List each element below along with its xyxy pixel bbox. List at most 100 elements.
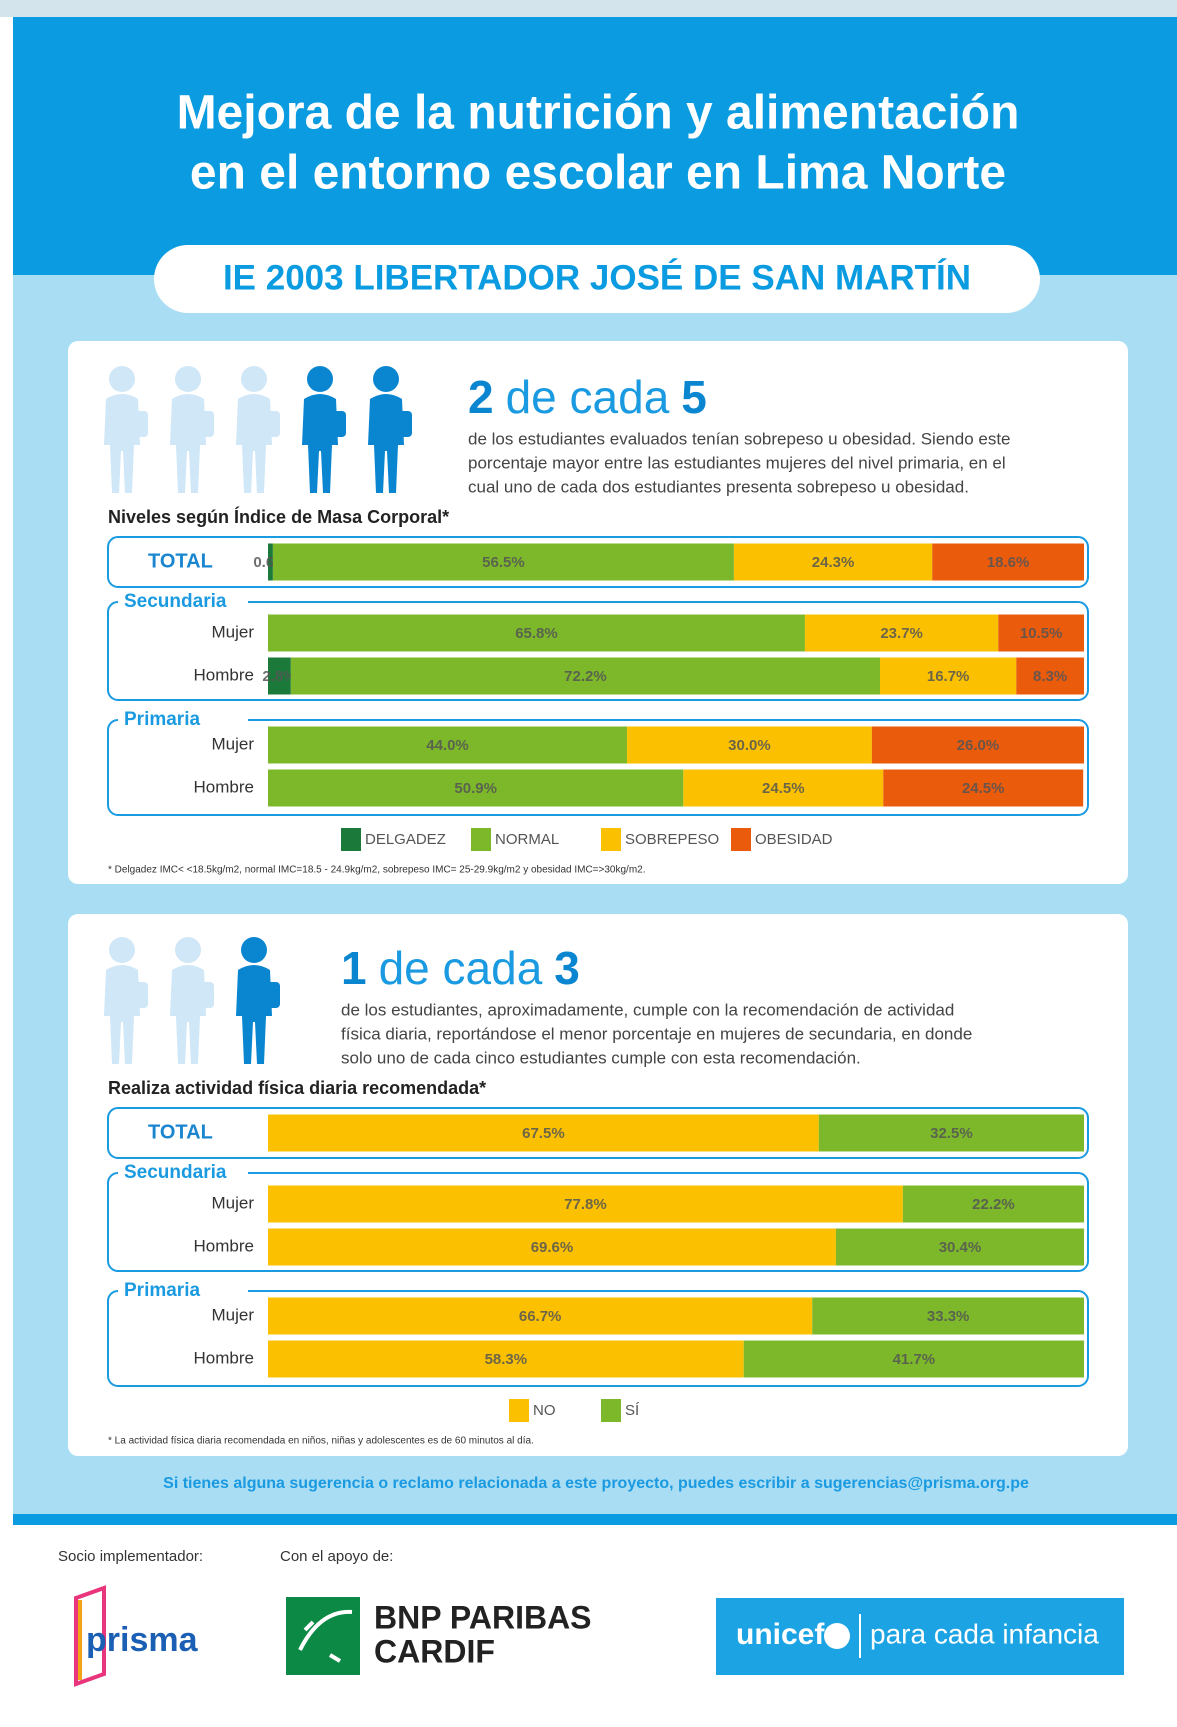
value-label: 23.7% — [880, 625, 923, 642]
chart-title: Realiza actividad física diaria recomend… — [108, 1078, 486, 1098]
value-label: 67.5% — [522, 1125, 565, 1142]
value-label: 24.5% — [962, 780, 1005, 797]
footnote: * Delgadez IMC< <18.5kg/m2, normal IMC=1… — [108, 865, 646, 876]
category-label: Mujer — [211, 1193, 254, 1212]
legend-swatch — [731, 828, 751, 851]
value-label: 22.2% — [972, 1196, 1015, 1213]
bnp-logo: BNP PARIBAS — [374, 1599, 592, 1635]
value-label: 16.7% — [927, 668, 970, 685]
category-label: Hombre — [194, 665, 254, 684]
legend-label: SÍ — [625, 1402, 640, 1419]
group-label: Primaria — [124, 709, 200, 730]
value-label: 24.5% — [762, 780, 805, 797]
category-label: TOTAL — [148, 1121, 213, 1143]
description-line: solo uno de cada cinco estudiantes cumpl… — [341, 1048, 861, 1067]
partner-label: Socio implementador: — [58, 1548, 203, 1565]
value-label: 77.8% — [564, 1196, 607, 1213]
infographic: Mejora de la nutrición y alimentación en… — [0, 0, 1177, 1727]
group-label: Secundaria — [124, 591, 227, 612]
value-label: 30.4% — [939, 1239, 982, 1256]
description-line: de los estudiantes, aproximadamente, cum… — [341, 1000, 954, 1019]
legend-label: DELGADEZ — [365, 831, 446, 848]
headline-part: 5 — [681, 371, 707, 423]
value-label: 30.0% — [728, 737, 771, 754]
description-line: física diaria, reportándose el menor por… — [341, 1024, 972, 1043]
value-label: 8.3% — [1033, 668, 1067, 685]
person-bag — [262, 982, 280, 1008]
person-head — [109, 937, 135, 963]
legend-swatch — [601, 828, 621, 851]
person-bag — [130, 982, 148, 1008]
headline-part: de cada — [506, 371, 670, 423]
person-bag — [196, 982, 214, 1008]
legend-swatch — [601, 1399, 621, 1422]
chart-title: Niveles según Índice de Masa Corporal* — [108, 506, 449, 527]
footnote: * La actividad física diaria recomendada… — [108, 1436, 534, 1447]
person-head — [307, 366, 333, 392]
support-label: Con el apoyo de: — [280, 1548, 393, 1565]
category-label: Hombre — [194, 1348, 254, 1367]
prisma-logo: prisma — [86, 1621, 199, 1659]
legend-label: NORMAL — [495, 831, 559, 848]
headline-part: 1 — [341, 942, 367, 994]
value-label: 56.5% — [482, 554, 525, 571]
legend-label: SOBREPESO — [625, 831, 719, 848]
description-line: cual uno de cada dos estudiantes present… — [468, 477, 969, 496]
category-label: Mujer — [211, 734, 254, 753]
top-strip — [0, 0, 1177, 17]
bnp-logo: CARDIF — [374, 1633, 495, 1669]
person-head — [373, 366, 399, 392]
value-label: 69.6% — [531, 1239, 574, 1256]
person-head — [109, 366, 135, 392]
person-head — [241, 366, 267, 392]
category-label: TOTAL — [148, 550, 213, 572]
category-label: Hombre — [194, 1236, 254, 1255]
value-label: 50.9% — [454, 780, 497, 797]
footer-line — [13, 1514, 1177, 1525]
group-label: Secundaria — [124, 1162, 227, 1183]
legend-swatch — [509, 1399, 529, 1422]
title-line: Mejora de la nutrición y alimentación — [177, 87, 1020, 140]
contact-text: Si tienes alguna sugerencia o reclamo re… — [163, 1475, 1029, 1492]
headline-part: 3 — [554, 942, 580, 994]
title-line: en el entorno escolar en Lima Norte — [190, 147, 1006, 200]
value-label: 72.2% — [564, 668, 607, 685]
legend-swatch — [471, 828, 491, 851]
page: Mejora de la nutrición y alimentación en… — [0, 0, 1177, 1727]
value-label: 26.0% — [957, 737, 1000, 754]
headline-part: 2 — [468, 371, 494, 423]
person-bag — [130, 411, 148, 437]
category-label: Mujer — [211, 622, 254, 641]
bnp-mark — [286, 1597, 360, 1675]
value-label: 41.7% — [893, 1351, 936, 1368]
legend-label: NO — [533, 1402, 556, 1419]
unicef-globe — [824, 1623, 850, 1649]
school-name: IE 2003 LIBERTADOR JOSÉ DE SAN MARTÍN — [223, 257, 971, 297]
value-label: 10.5% — [1020, 625, 1063, 642]
value-label: 66.7% — [519, 1308, 562, 1325]
person-bag — [394, 411, 412, 437]
category-label: Hombre — [194, 777, 254, 796]
value-label: 24.3% — [812, 554, 855, 571]
unicef-logo: unicef — [736, 1618, 825, 1651]
headline-part: de cada — [379, 942, 543, 994]
legend-swatch — [341, 828, 361, 851]
person-bag — [196, 411, 214, 437]
value-label: 18.6% — [987, 554, 1030, 571]
person-head — [241, 937, 267, 963]
value-label: 32.5% — [930, 1125, 973, 1142]
group-label: Primaria — [124, 1280, 200, 1301]
value-label: 33.3% — [927, 1308, 970, 1325]
unicef-tagline: para cada infancia — [870, 1618, 1099, 1649]
person-bag — [262, 411, 280, 437]
value-label: 65.8% — [515, 625, 558, 642]
category-label: Mujer — [211, 1305, 254, 1324]
legend-label: OBESIDAD — [755, 831, 833, 848]
description-line: de los estudiantes evaluados tenían sobr… — [468, 429, 1011, 448]
person-bag — [328, 411, 346, 437]
person-head — [175, 366, 201, 392]
person-head — [175, 937, 201, 963]
value-label: 44.0% — [426, 737, 469, 754]
value-label: 58.3% — [485, 1351, 528, 1368]
description-line: porcentaje mayor entre las estudiantes m… — [468, 453, 1006, 472]
